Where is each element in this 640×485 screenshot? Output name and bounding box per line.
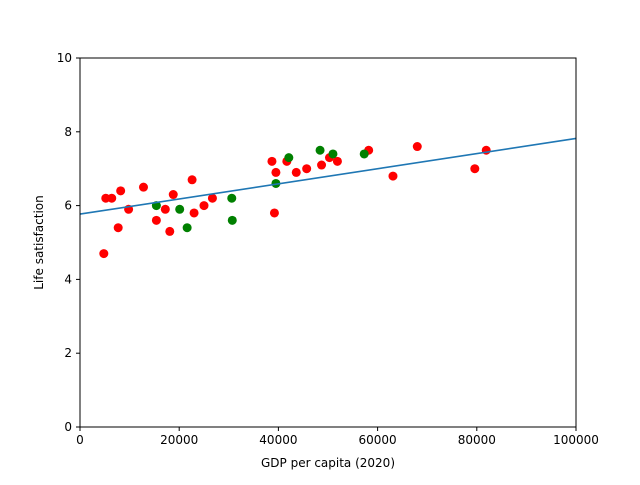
scatter-point (267, 156, 277, 166)
scatter-point (151, 215, 161, 225)
scatter-point (107, 193, 117, 203)
scatter-point (317, 160, 327, 170)
scatter-point (302, 164, 312, 174)
scatter-point (113, 223, 123, 233)
scatter-point (412, 142, 422, 152)
y-tick-label: 0 (64, 420, 72, 434)
scatter-point (189, 208, 199, 218)
scatter-point (315, 145, 325, 155)
scatter-point (227, 215, 237, 225)
y-axis: 0 2 4 6 8 10 (57, 51, 80, 434)
y-axis-label: Life satisfaction (32, 195, 46, 290)
x-axis: 0 20000 40000 60000 80000 100000 (76, 427, 599, 447)
scatter-point (359, 149, 369, 159)
y-tick-label: 10 (57, 51, 72, 65)
scatter-point (328, 149, 338, 159)
scatter-point (207, 193, 217, 203)
scatter-point (138, 182, 148, 192)
x-tick-label: 20000 (160, 433, 198, 447)
scatter-point (175, 204, 185, 214)
y-tick-label: 8 (64, 125, 72, 139)
scatter-point (388, 171, 398, 181)
x-axis-label: GDP per capita (2020) (261, 456, 395, 470)
x-tick-label: 40000 (259, 433, 297, 447)
scatter-point (168, 190, 178, 200)
plot-frame (79, 57, 577, 428)
scatter-point (116, 186, 126, 196)
scatter-point (227, 193, 237, 203)
scatter-point (99, 249, 109, 259)
scatter-point (470, 164, 480, 174)
x-tick-label: 60000 (359, 433, 397, 447)
scatter-point (269, 208, 279, 218)
x-tick-label: 80000 (458, 433, 496, 447)
scatter-point (291, 167, 301, 177)
x-tick-label: 100000 (553, 433, 599, 447)
scatter-point (332, 156, 342, 166)
scatter-point (271, 167, 281, 177)
trend-line (79, 137, 577, 215)
scatter-point (182, 223, 192, 233)
y-tick-label: 2 (64, 346, 72, 360)
y-tick-label: 4 (64, 272, 72, 286)
scatter-point (284, 153, 294, 163)
y-tick-label: 6 (64, 199, 72, 213)
scatter-point (199, 201, 209, 211)
x-tick-label: 0 (76, 433, 84, 447)
scatter-point (165, 226, 175, 236)
plot-marks (79, 137, 577, 259)
scatter-point (160, 204, 170, 214)
scatter-point (187, 175, 197, 185)
